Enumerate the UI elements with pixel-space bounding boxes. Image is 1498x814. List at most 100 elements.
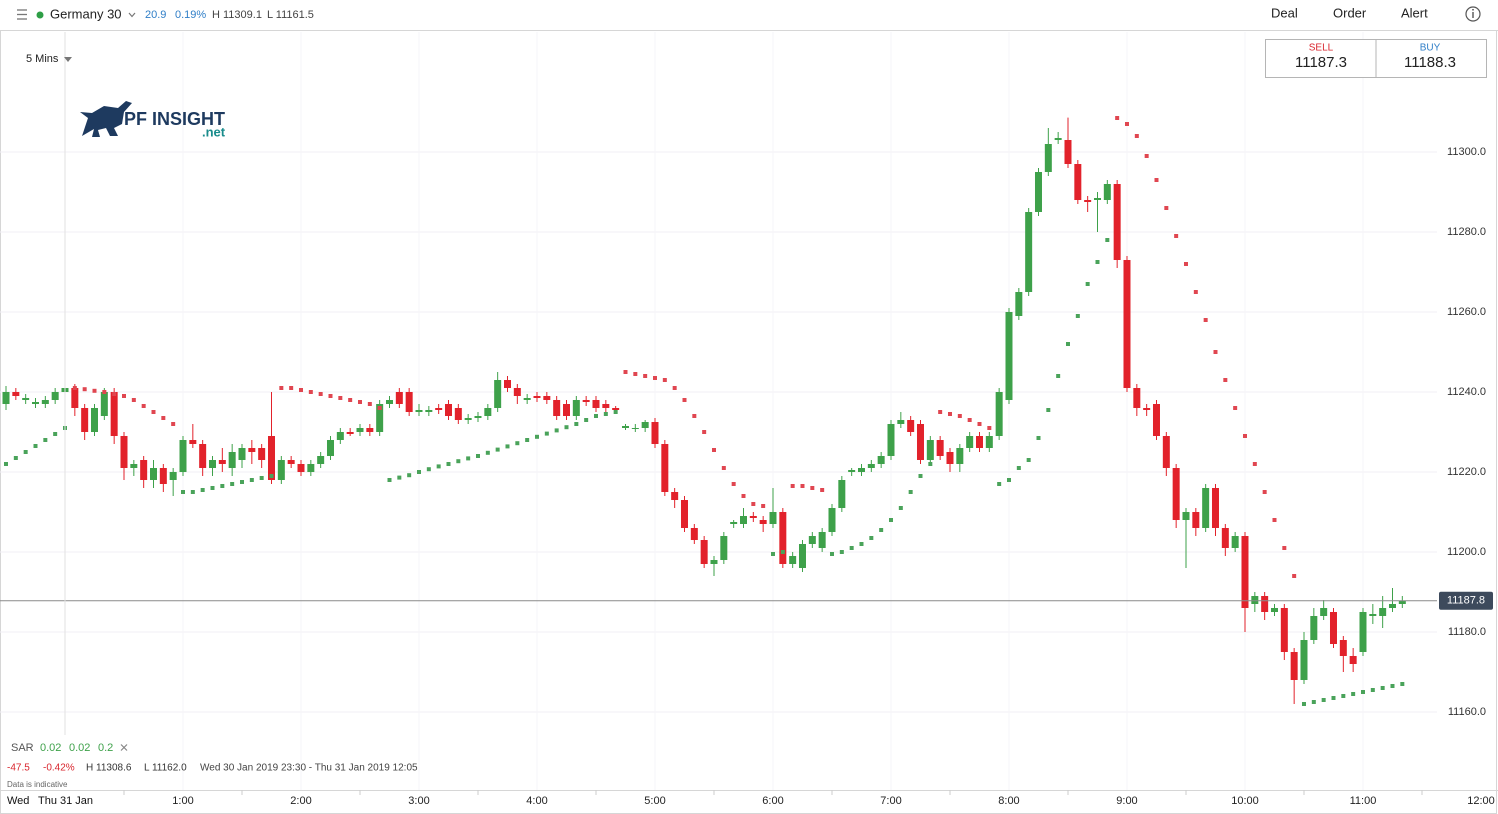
sar-dot bbox=[259, 476, 264, 480]
sar-dot bbox=[180, 490, 185, 494]
sar-dot bbox=[505, 444, 510, 449]
sar-dot bbox=[367, 402, 372, 406]
menu-icon[interactable] bbox=[17, 9, 27, 20]
header-bar bbox=[0, 0, 1498, 30]
info-icon[interactable] bbox=[1465, 6, 1481, 22]
last-price-badge bbox=[1439, 591, 1493, 610]
interval-dropdown[interactable] bbox=[64, 57, 72, 62]
sar-dot bbox=[947, 412, 952, 416]
sar-dot bbox=[613, 410, 618, 414]
sar-dot bbox=[210, 486, 215, 490]
candle-body bbox=[621, 426, 629, 428]
candle-body bbox=[769, 512, 777, 524]
candle-body bbox=[1369, 614, 1377, 616]
candle-body bbox=[503, 380, 511, 388]
sar-dot bbox=[525, 438, 530, 442]
candle-body bbox=[81, 408, 89, 432]
candle-body bbox=[1084, 200, 1092, 202]
sar-dot bbox=[1380, 686, 1385, 690]
candle-body bbox=[1202, 488, 1210, 528]
y-tick-label: 11260.0 bbox=[1447, 306, 1486, 318]
buy-label[interactable]: BUY bbox=[1420, 43, 1441, 54]
candle-body bbox=[395, 392, 403, 404]
instrument-name[interactable]: Germany 30 bbox=[50, 6, 122, 21]
sar-dot bbox=[43, 438, 48, 442]
candle-body bbox=[1211, 488, 1219, 528]
sar-dot bbox=[1095, 260, 1100, 264]
remove-study[interactable] bbox=[120, 744, 128, 751]
sell-price[interactable]: 11187.3 bbox=[1295, 54, 1347, 71]
candle-body bbox=[140, 460, 148, 480]
sar-dot bbox=[92, 388, 97, 393]
sar-dot bbox=[1154, 178, 1159, 182]
candle-body bbox=[671, 492, 679, 500]
candle-body bbox=[218, 460, 226, 464]
candle-body bbox=[326, 440, 334, 456]
candle-body bbox=[966, 436, 974, 448]
sar-dot bbox=[456, 459, 461, 464]
sar-dot bbox=[770, 552, 775, 556]
sar-dot bbox=[436, 464, 441, 469]
candle-body bbox=[1143, 408, 1151, 410]
candle-body bbox=[857, 468, 865, 472]
sar-dot bbox=[1134, 134, 1139, 138]
interval-selector[interactable]: 5 Mins bbox=[26, 53, 59, 65]
candle-body bbox=[464, 418, 472, 420]
candle-body bbox=[287, 460, 295, 464]
order-button[interactable]: Order bbox=[1333, 5, 1367, 20]
sar-dot bbox=[1006, 478, 1011, 482]
alert-button[interactable]: Alert bbox=[1401, 5, 1428, 20]
study-param: 0.02 bbox=[69, 742, 90, 754]
candle-body bbox=[975, 436, 983, 448]
candle-body bbox=[749, 516, 757, 518]
deal-button[interactable]: Deal bbox=[1271, 5, 1298, 20]
candle-body bbox=[592, 400, 600, 408]
candle-body bbox=[1005, 312, 1013, 400]
sar-dot bbox=[1115, 116, 1120, 120]
sar-dot bbox=[869, 536, 874, 540]
candle-body bbox=[1162, 436, 1170, 468]
candle-body bbox=[199, 444, 207, 468]
sar-dot bbox=[426, 467, 431, 472]
sar-dot bbox=[1144, 154, 1149, 158]
sar-dot bbox=[230, 482, 235, 486]
candle-body bbox=[22, 398, 30, 400]
sar-dot bbox=[780, 550, 785, 554]
buy-price[interactable]: 11188.3 bbox=[1404, 54, 1456, 71]
candle-body bbox=[494, 380, 502, 408]
candle-body bbox=[1133, 388, 1141, 408]
sar-dot bbox=[112, 392, 117, 396]
sar-dot bbox=[33, 444, 38, 448]
y-tick-label: 11200.0 bbox=[1447, 546, 1486, 558]
sell-label[interactable]: SELL bbox=[1309, 43, 1334, 54]
sar-dot bbox=[121, 394, 126, 398]
market-status-dot bbox=[36, 11, 44, 19]
logo-suffix: .net bbox=[202, 124, 226, 139]
candle-body bbox=[1054, 138, 1062, 140]
sar-dot bbox=[377, 406, 382, 410]
period-change-percent: -0.42% bbox=[43, 763, 75, 774]
study-param: 0.2 bbox=[98, 742, 113, 754]
sar-dot bbox=[338, 396, 343, 400]
candle-body bbox=[818, 532, 826, 548]
y-tick-label: 11220.0 bbox=[1447, 466, 1486, 478]
candle-body bbox=[739, 516, 747, 524]
plot-area: 11160.0 11180.0 11200.0 11220.0 11240.0 11260… bbox=[0, 32, 1498, 807]
candle-body bbox=[710, 560, 718, 564]
instrument-dropdown[interactable] bbox=[128, 12, 136, 18]
sar-dot bbox=[1085, 282, 1090, 286]
sar-dot bbox=[1124, 122, 1129, 126]
candle-body bbox=[651, 422, 659, 444]
candle-body bbox=[179, 440, 187, 472]
sar-dot bbox=[643, 374, 648, 378]
sar-dot bbox=[829, 552, 834, 556]
candle-body bbox=[208, 460, 216, 468]
x-tick-label: 8:00 bbox=[998, 795, 1019, 807]
candle-body bbox=[1379, 608, 1387, 616]
candle-body bbox=[1192, 512, 1200, 528]
sar-dot bbox=[515, 441, 520, 446]
sar-dot bbox=[898, 506, 903, 510]
change-percent: 0.19% bbox=[175, 9, 206, 21]
x-tick-label: 2:00 bbox=[290, 795, 311, 807]
